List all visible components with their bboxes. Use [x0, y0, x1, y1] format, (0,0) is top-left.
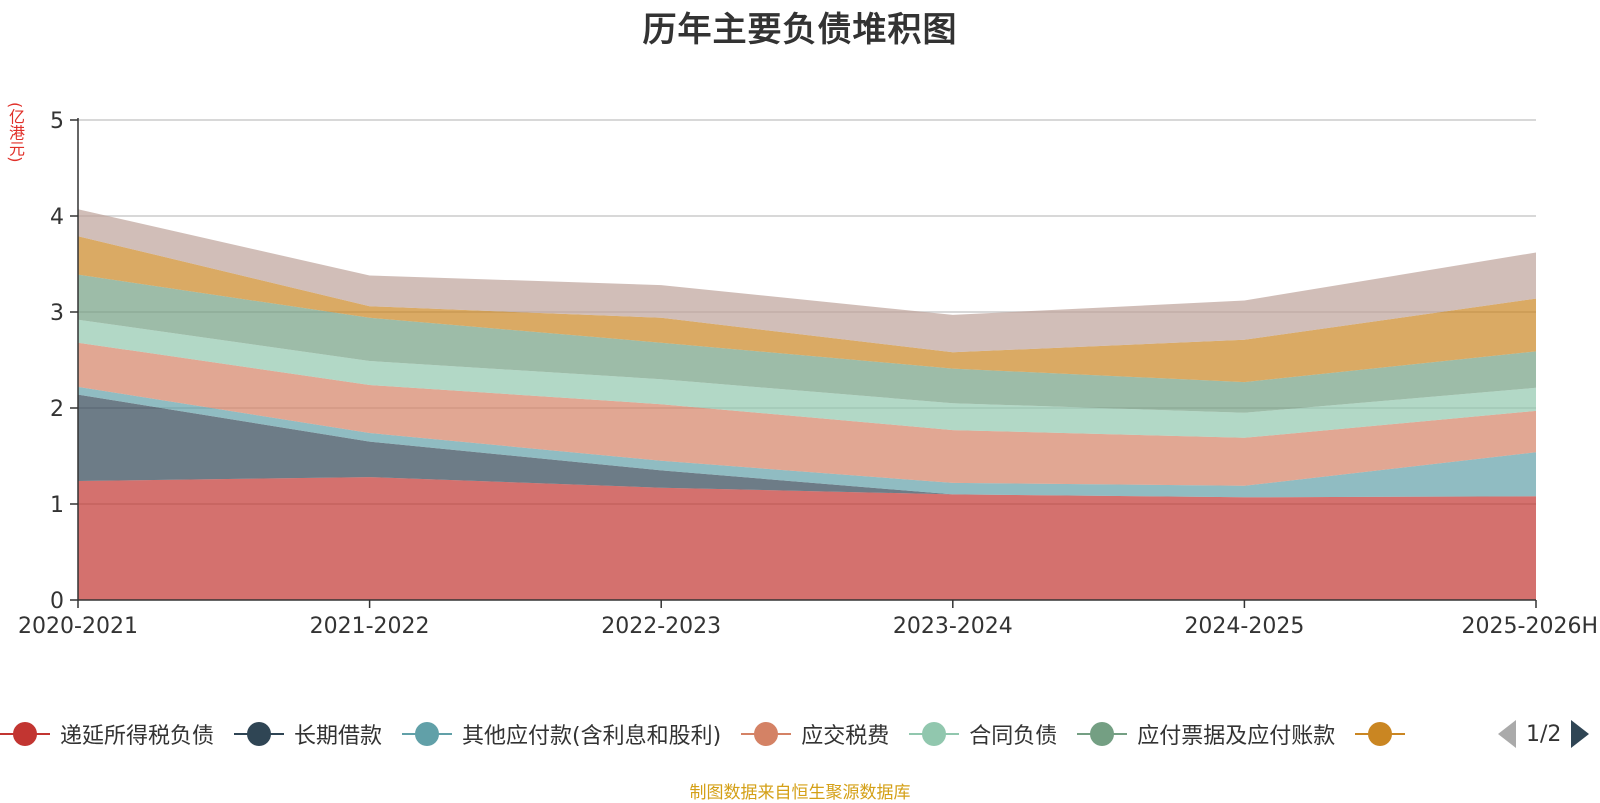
legend-item[interactable]: 应付票据及应付账款	[1077, 712, 1335, 756]
y-tick-label: 4	[50, 205, 64, 230]
y-tick-label: 0	[50, 589, 64, 614]
legend-item[interactable]: 合同负债	[909, 712, 1057, 756]
legend-swatch-icon	[909, 722, 960, 746]
legend-page-indicator: 1/2	[1526, 721, 1562, 747]
legend-swatch-icon	[741, 722, 792, 746]
legend-label: 长期借款	[294, 724, 383, 749]
area-series-4	[78, 319, 1536, 438]
legend-prev-page-icon[interactable]	[1498, 720, 1516, 748]
legend-swatch-icon	[402, 722, 453, 746]
legend-pager: 1/2	[1498, 716, 1590, 752]
y-tick-label: 1	[50, 493, 64, 518]
legend-label: 其他应付款(含利息和股利)	[462, 724, 722, 749]
legend-next-page-icon[interactable]	[1571, 720, 1590, 748]
legend-item[interactable]: 长期借款	[234, 712, 382, 756]
area-layer	[78, 209, 1536, 600]
legend-label: 合同负债	[969, 724, 1058, 749]
legend-item[interactable]: 应交税费	[741, 712, 889, 756]
area-series-3	[78, 342, 1536, 486]
x-tick-label: 2021-2022	[310, 614, 430, 639]
legend: 递延所得税负债 长期借款 其他应付款(含利息和股利) 应交税费 合同负债 应付票据及应付账…	[0, 712, 1470, 756]
legend-item[interactable]	[1355, 712, 1415, 756]
y-tick-label: 5	[50, 109, 64, 134]
x-tick-label: 2023-2024	[893, 614, 1013, 639]
legend-swatch-icon	[0, 722, 50, 746]
area-series-1	[78, 394, 1536, 498]
legend-swatch-icon	[1077, 722, 1128, 746]
legend-item[interactable]: 其他应付款(含利息和股利)	[402, 712, 721, 756]
area-series-2	[78, 386, 1536, 498]
legend-label: 递延所得税负债	[60, 724, 215, 749]
y-tick-label: 3	[50, 301, 64, 326]
x-tick-label: 2022-2023	[601, 614, 721, 639]
x-tick-label: 2025-2026H	[1462, 614, 1598, 639]
area-series-5	[78, 274, 1536, 413]
y-tick-label: 2	[50, 397, 64, 422]
x-tick-label: 2020-2021	[18, 614, 138, 639]
legend-label: 应交税费	[801, 724, 890, 749]
axis-layer: 0 1 2 3 4 5 2020-2021 2021-2022 2022-2023 2023-20…	[18, 109, 1598, 639]
x-tick-label: 2024-2025	[1184, 614, 1304, 639]
y-axis-unit-label: (亿港元)	[6, 102, 25, 163]
legend-label: 应付票据及应付账款	[1137, 724, 1336, 749]
area-series-7	[78, 209, 1536, 353]
chart-title: 历年主要负债堆积图	[642, 10, 958, 50]
area-series-0	[78, 477, 1536, 600]
data-source-note: 制图数据来自恒生聚源数据库	[689, 783, 911, 803]
area-series-6	[78, 236, 1536, 383]
legend-item[interactable]: 递延所得税负债	[0, 712, 214, 756]
legend-swatch-icon	[234, 722, 285, 746]
legend-swatch-icon	[1355, 722, 1406, 746]
